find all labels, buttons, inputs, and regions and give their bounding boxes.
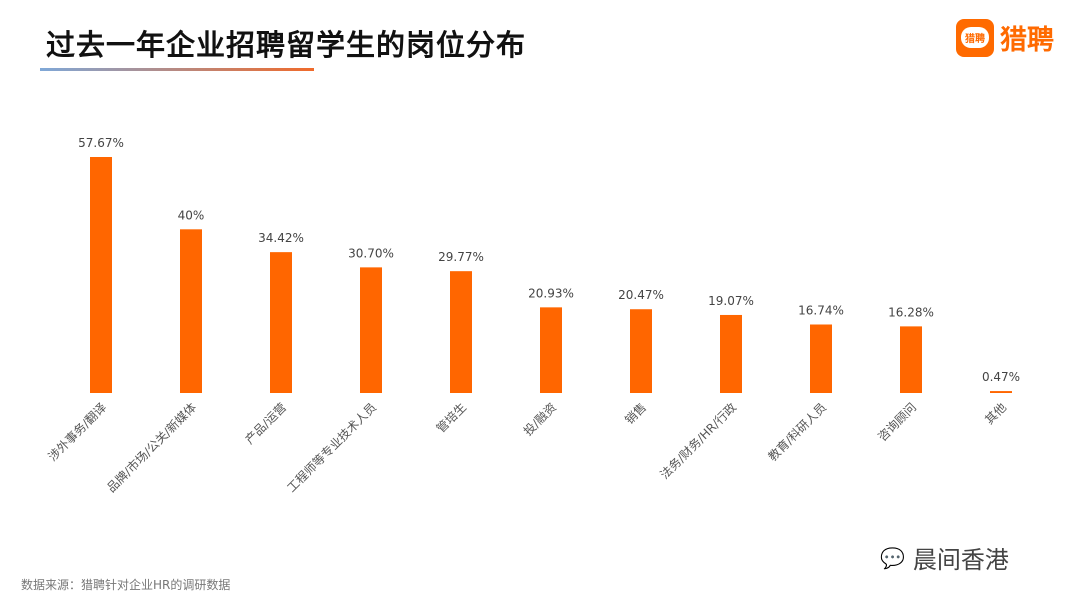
logo-text: 猎聘 <box>1000 25 1054 56</box>
wechat-icon: 💬 <box>880 545 905 570</box>
category-label: 品牌/市场/公关/新媒体 <box>104 400 200 496</box>
bar <box>540 307 562 393</box>
bar <box>450 271 472 393</box>
watermark: 💬 晨间香港 <box>880 540 1009 575</box>
title-underline <box>40 68 314 71</box>
category-label: 涉外事务/翻译 <box>45 400 109 464</box>
bar <box>810 324 832 393</box>
category-label: 管培生 <box>433 400 469 436</box>
bar <box>900 326 922 393</box>
data-label: 16.28% <box>888 305 934 319</box>
bar <box>90 157 112 393</box>
category-label: 咨询顾问 <box>875 400 920 445</box>
data-label: 34.42% <box>258 231 304 245</box>
data-label: 40% <box>178 208 205 222</box>
data-source: 数据来源：猎聘针对企业HR的调研数据 <box>21 578 231 592</box>
category-label: 其他 <box>982 400 1009 427</box>
data-label: 29.77% <box>438 250 484 264</box>
category-label: 产品/运营 <box>242 400 289 447</box>
data-label: 20.47% <box>618 288 664 302</box>
page-title: 过去一年企业招聘留学生的岗位分布 <box>46 28 527 62</box>
logo-icon: 猎聘 <box>956 18 994 57</box>
data-label: 30.70% <box>348 246 394 260</box>
liepin-logo: 猎聘 猎聘 <box>956 18 1054 57</box>
data-label: 19.07% <box>708 294 754 308</box>
data-label: 16.74% <box>798 303 844 317</box>
data-label: 0.47% <box>982 370 1020 384</box>
bar <box>270 252 292 393</box>
bar <box>180 229 202 393</box>
category-label: 工程师等专业技术人员 <box>284 400 379 495</box>
bar <box>630 309 652 393</box>
watermark-text: 晨间香港 <box>912 546 1009 574</box>
category-label: 投/融资 <box>520 400 559 439</box>
bar <box>720 314 742 393</box>
category-label: 销售 <box>622 400 650 428</box>
bar <box>990 391 1012 393</box>
category-label: 法务/财务/HR/行政 <box>657 400 739 482</box>
data-label: 20.93% <box>528 286 574 300</box>
category-label: 教育/科研人员 <box>765 400 829 464</box>
bar <box>360 267 382 393</box>
data-label: 57.67% <box>78 136 124 150</box>
logo-bubble: 猎聘 <box>961 27 989 48</box>
